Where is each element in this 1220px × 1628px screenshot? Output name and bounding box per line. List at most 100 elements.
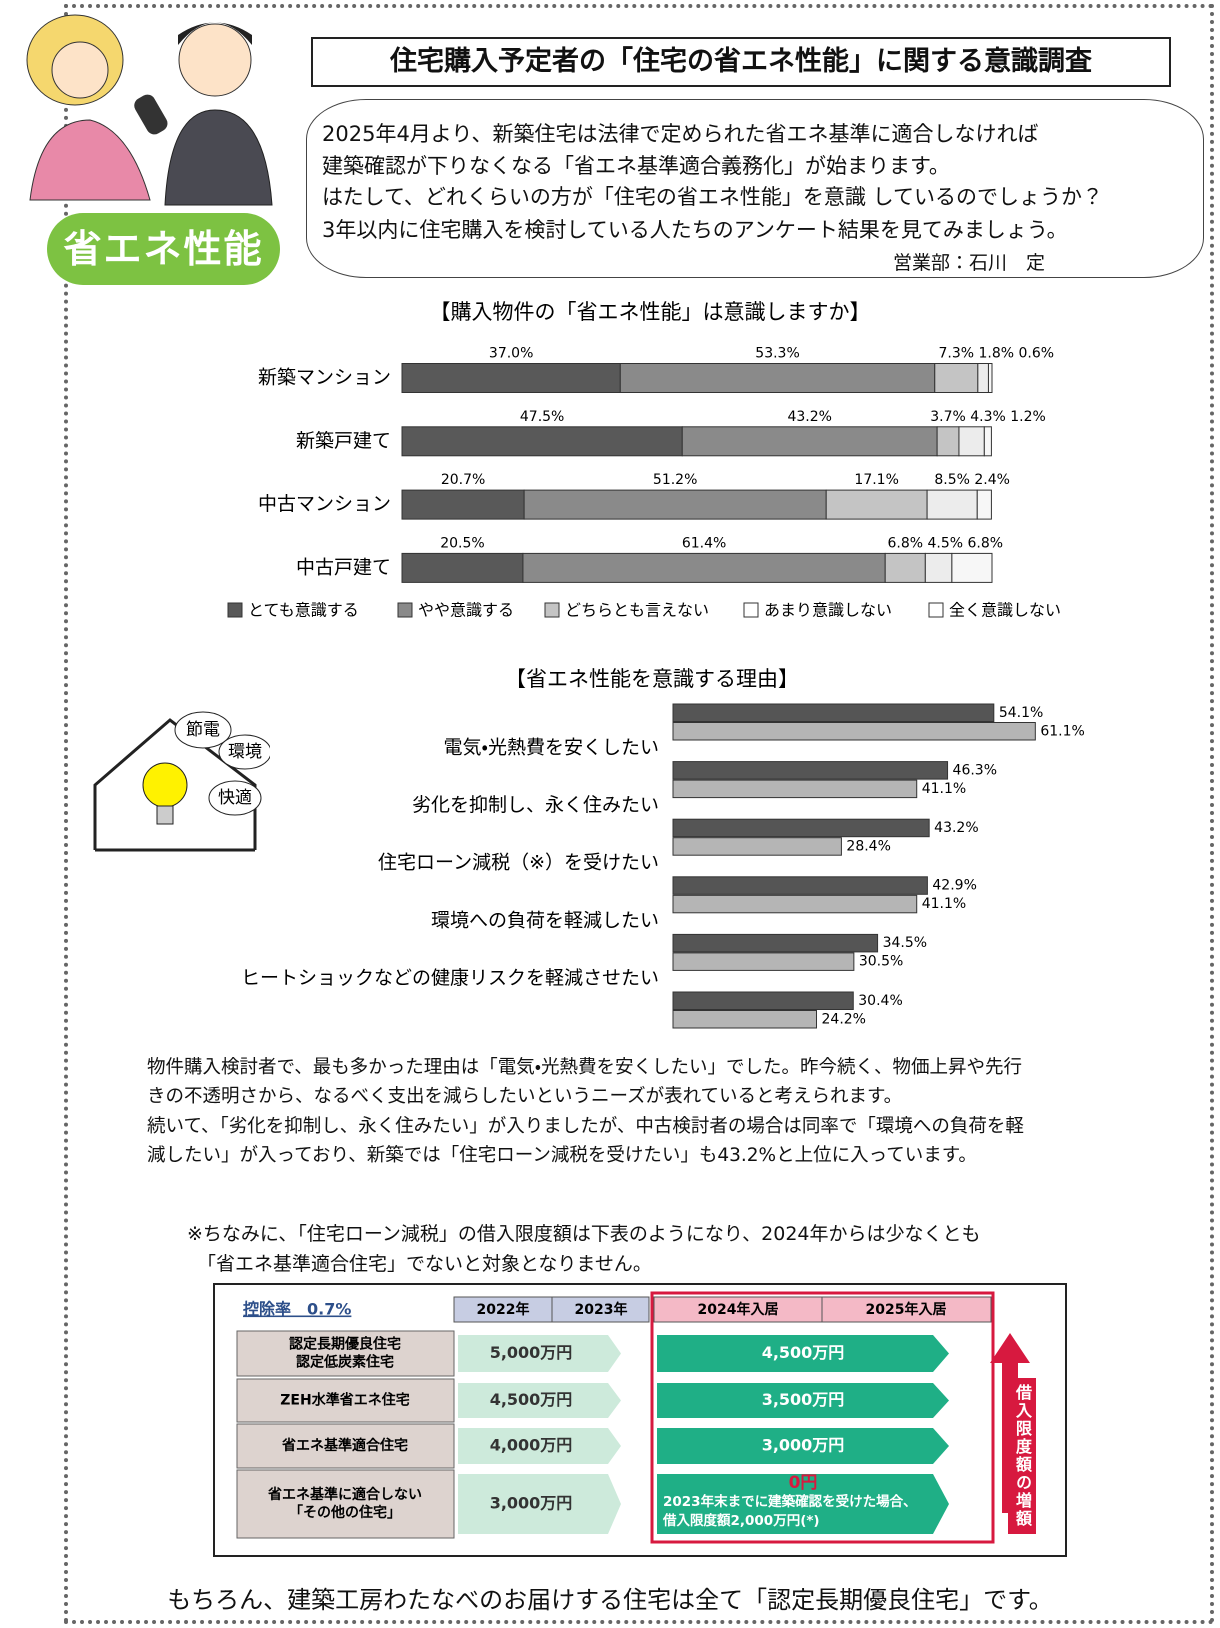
value-label: 53.3% xyxy=(755,346,799,362)
badge: 省エネ性能 xyxy=(47,213,280,285)
bar xyxy=(672,761,949,780)
row-label: 省エネ基準適合住宅 xyxy=(281,1437,408,1454)
category-label: ヒートショックなどの健康リスクを軽減させたい xyxy=(241,967,659,989)
title: 住宅購入予定者の「住宅の省エネ性能」に関する意識調査 xyxy=(311,37,1171,87)
microphone xyxy=(134,94,168,135)
bar xyxy=(672,952,855,971)
bar-segment xyxy=(926,489,978,520)
legend-swatch xyxy=(397,602,413,618)
value-label: 61.4% xyxy=(682,535,726,551)
value-label: 1.2% xyxy=(1010,409,1046,425)
bubble-text: 快適 xyxy=(218,788,252,808)
bar-segment xyxy=(523,489,827,520)
commentary-line: 減したい」が入っており、新築では「住宅ローン減税を受けたい」も43.2%と上位に… xyxy=(147,1145,977,1166)
category-label: 環境への負荷を軽減したい xyxy=(431,909,659,931)
bar xyxy=(672,703,995,722)
category-label: 中古マンション xyxy=(258,493,391,515)
before-arrow xyxy=(458,1474,621,1534)
bar xyxy=(672,933,879,953)
category-label: 住宅ローン減税（※）を受けたい xyxy=(378,852,659,874)
bar-segment xyxy=(958,426,985,457)
man-body xyxy=(164,109,273,206)
commentary-line: 続いて、「劣化を抑制し、永く住みたい」が入りましたが、中古検討者の場合は同率で「… xyxy=(147,1116,1024,1137)
bar-segment xyxy=(401,552,524,583)
woman-body xyxy=(29,119,151,201)
row-label: 「その他の住宅」 xyxy=(289,1504,401,1521)
bar xyxy=(672,1010,818,1029)
legend-swatch xyxy=(544,602,560,618)
value-label: 0.6% xyxy=(1019,346,1055,362)
value-label: 61.1% xyxy=(1040,723,1084,739)
woman-face xyxy=(51,41,109,99)
col-header xyxy=(821,1296,992,1323)
value-label: 51.2% xyxy=(653,472,697,488)
intro-line: 2025年4月より、新築住宅は法律で定められた省エネ基準に適合しなければ xyxy=(322,122,1039,146)
bar-segment xyxy=(825,489,928,520)
value-label: 47.5% xyxy=(520,409,564,425)
value-label: 43.2% xyxy=(934,820,978,836)
value-label: 30.5% xyxy=(859,954,903,970)
after-arrow xyxy=(657,1335,949,1372)
bulb-base xyxy=(156,805,174,825)
legend-label: やや意識する xyxy=(418,601,514,620)
legend-label: 全く意識しない xyxy=(949,601,1061,620)
before-value: 4,500万円 xyxy=(490,1390,573,1409)
bar-segment xyxy=(983,426,992,457)
col-header-text: 2025年入居 xyxy=(866,1301,947,1318)
value-label: 4.5% xyxy=(927,535,963,551)
row-label-cell xyxy=(236,1423,455,1469)
bubble xyxy=(174,711,232,749)
row-label: ZEH水準省エネ住宅 xyxy=(280,1392,409,1409)
before-arrow xyxy=(458,1383,621,1418)
intro-line: はたして、どれくらいの方が「住宅の省エネ性能」を意識 しているのでしょうか？ xyxy=(322,185,1103,209)
charts: 【購入物件の「省エネ性能」は意識しますか】新築マンション 37.0% 53.3% 7.… xyxy=(227,300,1085,1029)
col-header xyxy=(653,1296,823,1323)
legend-swatch xyxy=(743,602,759,618)
commentary-line: きの不透明さから、なるべく支出を減らしたいというニーズが表れていると考えられます… xyxy=(147,1086,903,1107)
value-label: 2.4% xyxy=(974,472,1010,488)
before-value: 3,000万円 xyxy=(490,1494,573,1513)
table-rate: 控除率 0.7% xyxy=(243,1300,351,1319)
category-label: 電気・光熱費を安くしたい xyxy=(444,737,659,759)
man-hair xyxy=(178,22,252,45)
bubble xyxy=(218,734,270,770)
value-label: 20.7% xyxy=(441,472,485,488)
category-label: 劣化を抑制し、永く住みたい xyxy=(412,794,659,816)
col-header xyxy=(453,1296,553,1323)
bar xyxy=(672,876,928,895)
after-note: 2023年末までに建築確認を受けた場合、 xyxy=(663,1493,917,1510)
value-label: 28.4% xyxy=(846,838,890,854)
loan-table: 控除率 0.7% 2022年 2023年 2024年入居 2025年入居 認定長… xyxy=(213,1283,1067,1557)
value-label: 6.8% xyxy=(967,535,1003,551)
category-label: 新築マンション xyxy=(258,367,391,389)
category-label: 中古戸建て xyxy=(296,556,391,578)
bar-segment xyxy=(934,363,979,393)
bubble-text: 節電 xyxy=(186,720,220,740)
house-illustration: 節電 環境 快適 xyxy=(93,711,270,852)
legend-label: あまり意識しない xyxy=(764,601,892,620)
before-value: 5,000万円 xyxy=(490,1343,573,1362)
bar-segment xyxy=(681,426,938,457)
highlight-frame xyxy=(650,1291,995,1544)
bar-segment xyxy=(987,363,993,393)
bar xyxy=(672,779,918,799)
value-label: 43.2% xyxy=(787,409,831,425)
col-header xyxy=(551,1296,650,1323)
bar-segment xyxy=(401,426,683,457)
man-face xyxy=(178,23,252,97)
commentary-line: 物件購入検討者で、最も多かった理由は「電気・光熱費を安くしたい」でした。昨今続く… xyxy=(147,1057,1023,1078)
row-label: 省エネ基準に適合しない xyxy=(267,1486,422,1503)
bar-segment xyxy=(619,363,936,393)
speech-bubble xyxy=(306,99,1204,278)
value-label: 1.8% xyxy=(979,346,1015,362)
category-label: 新築戸建て xyxy=(296,430,391,452)
value-label: 42.9% xyxy=(932,878,976,894)
after-value: 3,000万円 xyxy=(762,1436,845,1455)
row-label-cell xyxy=(236,1378,455,1423)
row-label-cell xyxy=(236,1469,455,1539)
note-line: ※ちなみに、「住宅ローン減税」の借入限度額は下表のようになり、2024年からは少… xyxy=(187,1223,981,1245)
bar-segment xyxy=(951,552,993,583)
